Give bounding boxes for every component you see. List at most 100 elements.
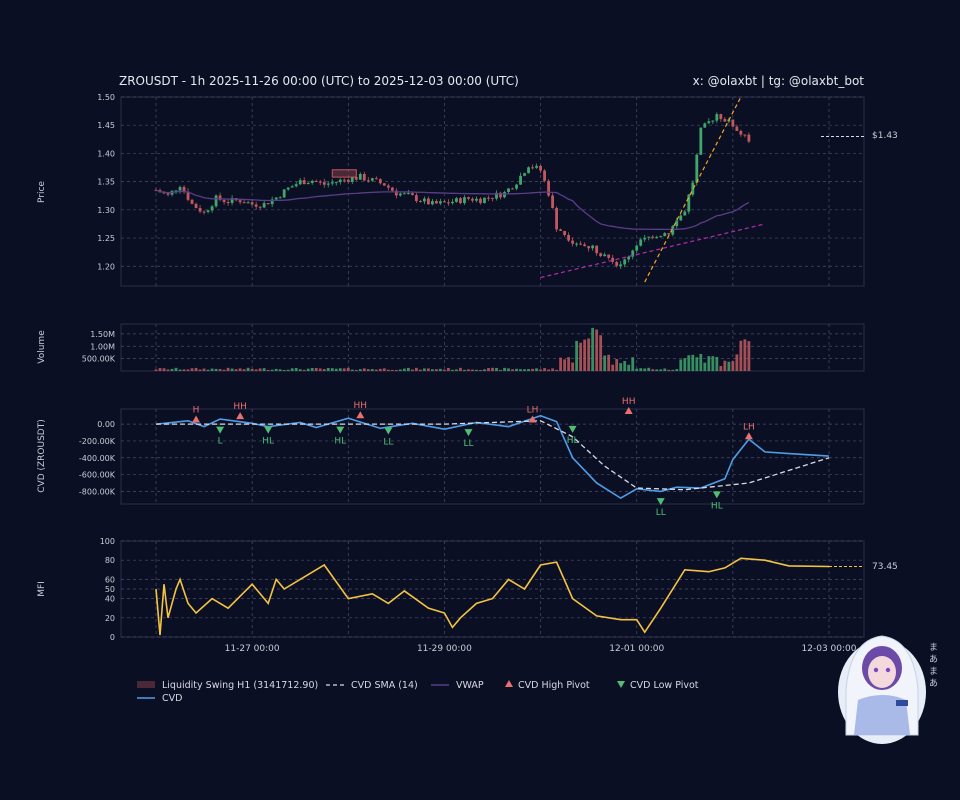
volume-bar bbox=[447, 367, 450, 371]
candle-body bbox=[198, 208, 202, 212]
candle-body bbox=[743, 134, 747, 136]
candle-body bbox=[731, 119, 735, 127]
cvd-low-pivot bbox=[464, 429, 473, 437]
candle-body bbox=[579, 243, 583, 245]
candle-body bbox=[166, 193, 170, 195]
tick-label-price: 1.50 bbox=[97, 93, 115, 102]
volume-bar bbox=[631, 357, 635, 371]
volume-bar bbox=[451, 369, 454, 371]
volume-bar bbox=[679, 359, 683, 371]
tick-label-price: 1.40 bbox=[97, 149, 115, 158]
tick-label-cvd: -600.00K bbox=[79, 471, 116, 480]
candle-body bbox=[695, 154, 699, 183]
volume-bar bbox=[507, 368, 510, 371]
mfi-axis-label: MFI bbox=[37, 581, 47, 597]
volume-bar bbox=[427, 368, 430, 371]
volume-bar bbox=[210, 368, 214, 371]
volume-bar bbox=[503, 367, 506, 371]
candle-body bbox=[523, 173, 526, 176]
candle-body bbox=[266, 203, 270, 205]
candle-body bbox=[471, 198, 474, 201]
volume-bar bbox=[298, 369, 302, 371]
volume-bar bbox=[619, 363, 623, 371]
pivot-label: LH bbox=[527, 405, 539, 415]
volume-bar bbox=[635, 368, 639, 371]
panel-frame-price bbox=[120, 96, 865, 287]
pivot-label: LL bbox=[383, 437, 393, 447]
pivot-label: LL bbox=[656, 508, 666, 518]
candle-body bbox=[447, 202, 450, 204]
volume-bar bbox=[655, 369, 659, 371]
volume-bar bbox=[294, 367, 298, 371]
candle-body bbox=[543, 170, 546, 181]
legend-label: CVD bbox=[162, 693, 182, 704]
tick-label-mfi: 20 bbox=[105, 614, 115, 623]
candle-body bbox=[559, 229, 563, 231]
volume-bar bbox=[326, 367, 330, 371]
volume-bar bbox=[651, 369, 655, 371]
volume-bar bbox=[270, 369, 274, 371]
volume-bar bbox=[346, 367, 350, 371]
volume-bar bbox=[463, 369, 466, 371]
volume-bar bbox=[707, 356, 711, 371]
candle-body bbox=[671, 226, 675, 235]
candle-body bbox=[663, 233, 667, 237]
volume-bar bbox=[242, 369, 246, 371]
volume-bar bbox=[499, 369, 502, 371]
tick-label-price: 1.45 bbox=[97, 121, 115, 130]
volume-bar bbox=[459, 367, 462, 371]
cvd-low-pivot bbox=[712, 491, 721, 499]
candle-body bbox=[679, 215, 683, 221]
panel-frame-cvd bbox=[120, 408, 865, 505]
candle-body bbox=[334, 182, 338, 184]
candle-body bbox=[382, 183, 386, 186]
mascot-caption-char: あ bbox=[929, 678, 938, 689]
candle-body bbox=[402, 193, 406, 195]
panel-frame-vol bbox=[120, 323, 865, 372]
cvd-low-pivot bbox=[336, 426, 345, 434]
volume-bar bbox=[218, 369, 222, 371]
candle-body bbox=[354, 177, 358, 180]
volume-bar bbox=[238, 368, 242, 371]
candle-body bbox=[463, 197, 466, 204]
legend-label: Liquidity Swing H1 (3141712.90) bbox=[162, 680, 318, 691]
tick-label-vol: 1.50M bbox=[90, 330, 115, 339]
pivot-label: HH bbox=[354, 401, 368, 411]
volume-bar bbox=[222, 369, 226, 371]
candle-body bbox=[531, 167, 534, 169]
volume-bar bbox=[555, 369, 558, 371]
cvd-high-pivot bbox=[744, 432, 753, 440]
volume-bar bbox=[659, 369, 663, 371]
candle-body bbox=[386, 185, 390, 188]
candle-body bbox=[394, 190, 398, 196]
candle-body bbox=[455, 198, 458, 202]
candle-body bbox=[487, 197, 490, 199]
candle-body bbox=[571, 240, 575, 244]
volume-bar bbox=[230, 368, 234, 371]
candle-body bbox=[326, 183, 330, 185]
legend-item: CVD High Pivot bbox=[505, 680, 590, 691]
volume-bar bbox=[350, 369, 354, 371]
tick-label-cvd: -200.00K bbox=[79, 437, 116, 446]
pivot-label: HL bbox=[262, 437, 274, 447]
volume-bar bbox=[583, 339, 587, 371]
volume-bar bbox=[495, 367, 498, 371]
volume-bar bbox=[747, 341, 751, 371]
price-axis-label: Price bbox=[37, 181, 47, 203]
volume-bar bbox=[667, 369, 671, 371]
volume-bar bbox=[559, 357, 563, 371]
volume-bar bbox=[687, 355, 691, 371]
volume-bar bbox=[182, 369, 186, 371]
pivot-label: HL bbox=[334, 437, 346, 447]
candle-body bbox=[735, 126, 739, 131]
mfi-line bbox=[155, 557, 830, 636]
candle-body bbox=[667, 233, 671, 235]
candle-body bbox=[631, 250, 635, 257]
candle-body bbox=[439, 201, 442, 204]
x-tick-label: 11-27 00:00 bbox=[225, 644, 280, 654]
volume-bar bbox=[206, 369, 210, 371]
volume-bar bbox=[543, 368, 546, 371]
candle-body bbox=[206, 210, 210, 212]
cvd-low-pivot bbox=[264, 426, 273, 434]
candle-body bbox=[703, 123, 707, 128]
